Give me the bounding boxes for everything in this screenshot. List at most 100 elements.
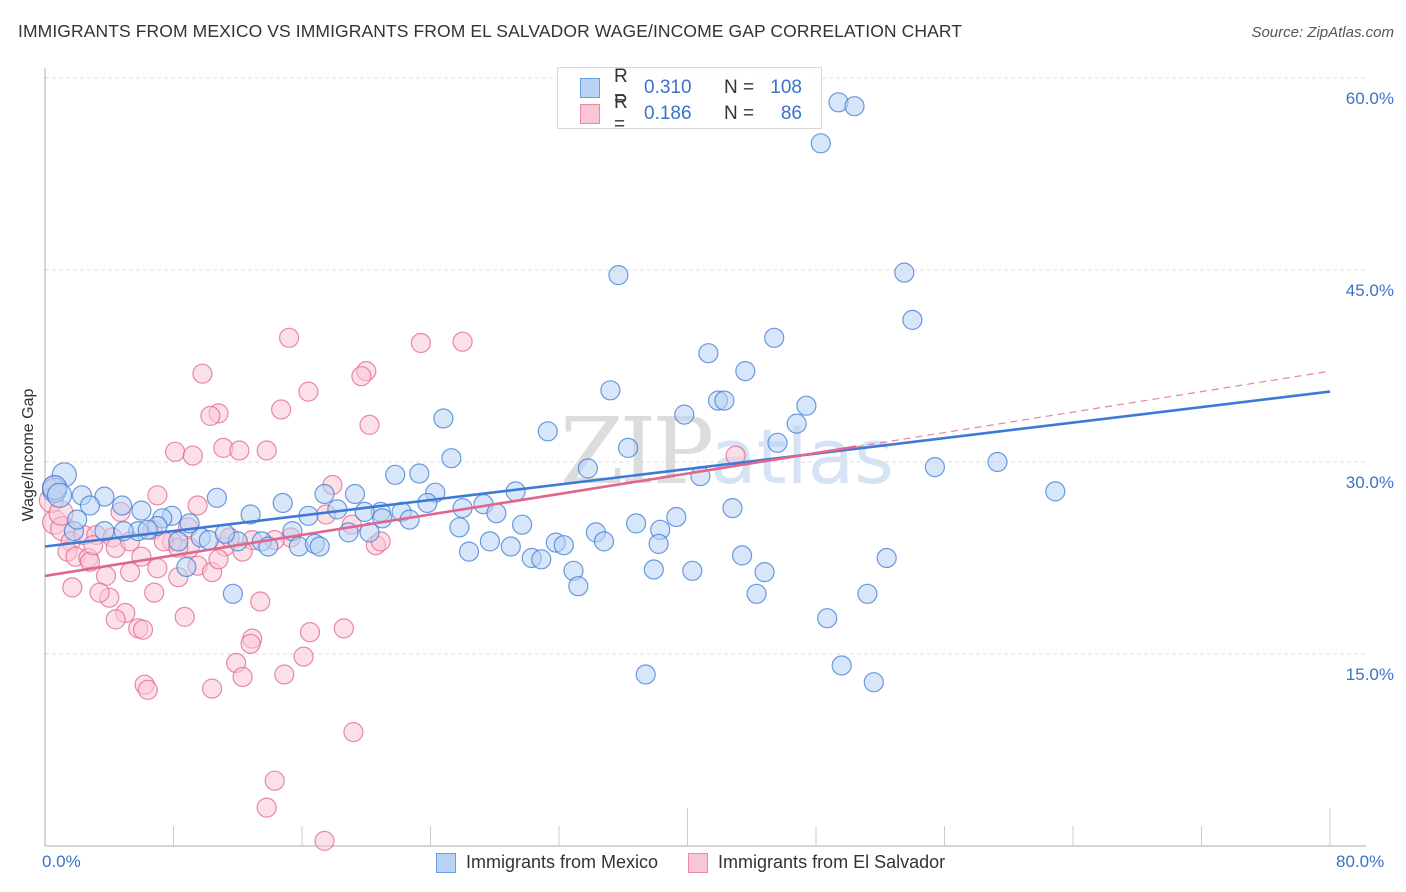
mexico-point	[608, 265, 629, 286]
mexico-trend-line	[44, 390, 1331, 548]
el-salvador-point	[452, 331, 473, 352]
el-salvador-point	[250, 591, 271, 612]
legend-swatch-el-salvador	[580, 104, 600, 124]
mexico-point	[486, 503, 507, 524]
mexico-point	[417, 492, 438, 514]
mexico-point	[568, 576, 589, 597]
x-tick-label-max: 80.0%	[1336, 852, 1385, 871]
mexico-point	[625, 513, 647, 534]
el-salvador-point	[208, 549, 229, 570]
mexico-point	[754, 561, 775, 583]
el-salvador-point	[62, 577, 83, 598]
legend-swatch-mexico	[580, 78, 600, 98]
el-salvador-point	[147, 558, 168, 579]
legend-row-mexico: R = 0.310 N = 108	[580, 66, 802, 109]
mexico-point	[674, 404, 695, 425]
legend-swatch-mexico	[436, 852, 456, 873]
mexico-point	[746, 583, 767, 604]
mexico-point	[831, 655, 852, 676]
el-salvador-point	[256, 797, 277, 818]
series-mexico-points	[41, 92, 1066, 693]
mexico-point	[240, 504, 261, 525]
gridlines	[45, 77, 1366, 655]
el-salvador-point	[314, 830, 335, 852]
mexico-point	[385, 464, 406, 485]
el-salvador-point	[202, 678, 223, 699]
legend-item-el-salvador[interactable]: Immigrants from El Salvador	[688, 852, 945, 873]
mexico-point	[648, 533, 669, 555]
el-salvador-point	[147, 485, 168, 506]
r-value: 0.310	[644, 77, 692, 98]
el-salvador-point	[279, 327, 300, 348]
el-salvador-point	[200, 405, 221, 426]
mexico-point	[409, 463, 430, 484]
el-salvador-point	[264, 770, 285, 791]
el-salvador-trend-line	[44, 445, 857, 578]
y-tick-label: 60.0%	[1346, 89, 1394, 108]
mexico-point	[79, 495, 101, 516]
mexico-point	[698, 343, 719, 364]
y-tick-label: 30.0%	[1346, 473, 1394, 492]
el-salvador-point	[229, 440, 250, 461]
mexico-point	[894, 262, 915, 283]
stats-legend: R = 0.310 N = 108 R = 0.186 N = 86	[557, 66, 822, 135]
el-salvador-point	[256, 440, 277, 461]
legend-item-mexico[interactable]: Immigrants from Mexico	[436, 852, 658, 873]
el-salvador-point	[165, 441, 186, 462]
n-value: 86	[780, 103, 802, 124]
mexico-point	[902, 309, 923, 330]
mexico-point	[441, 448, 462, 469]
mexico-point	[272, 492, 293, 514]
mexico-point	[666, 506, 687, 528]
mexico-point	[433, 408, 454, 429]
n-label: N =	[724, 103, 755, 124]
mexico-point	[314, 483, 335, 505]
legend-label-mexico: Immigrants from Mexico	[466, 852, 659, 872]
el-salvador-point	[192, 363, 213, 384]
series-el-salvador-points	[38, 327, 746, 852]
el-salvador-point	[144, 582, 165, 603]
mexico-point	[537, 421, 558, 442]
legend-row-el-salvador: R = 0.186 N = 86	[580, 92, 802, 135]
mexico-point	[176, 556, 197, 578]
el-salvador-point	[105, 609, 126, 630]
mexico-point	[810, 133, 831, 154]
mexico-point	[817, 608, 838, 629]
chart-title: IMMIGRANTS FROM MEXICO VS IMMIGRANTS FRO…	[18, 21, 963, 41]
el-salvador-point	[299, 622, 321, 643]
source-label: Source: ZipAtlas.com	[1251, 24, 1394, 41]
r-label: R =	[614, 66, 628, 109]
mexico-point	[500, 536, 521, 557]
el-salvador-point	[343, 721, 364, 743]
legend-swatch-el-salvador	[688, 852, 709, 873]
mexico-point	[786, 413, 807, 434]
mexico-point	[714, 390, 735, 411]
mexico-point	[731, 545, 753, 566]
mexico-point	[372, 508, 393, 529]
mexico-point	[1045, 481, 1066, 502]
mexico-point	[617, 437, 639, 458]
mexico-point	[796, 395, 817, 416]
mexico-point	[722, 498, 743, 519]
mexico-point	[46, 482, 73, 508]
el-salvador-point	[132, 619, 154, 640]
mexico-point	[987, 451, 1008, 473]
mexico-point	[168, 531, 189, 552]
n-label: N =	[724, 77, 755, 98]
mexico-point	[458, 541, 480, 562]
mexico-point	[66, 509, 88, 530]
mexico-point	[857, 583, 878, 604]
r-value: 0.186	[644, 103, 692, 124]
r-label: R =	[614, 92, 628, 135]
el-salvador-point	[131, 546, 152, 567]
el-salvador-point	[351, 366, 372, 387]
mexico-point	[767, 432, 788, 453]
mexico-point	[643, 559, 664, 580]
mexico-point	[863, 672, 884, 693]
trend-lines	[44, 370, 1331, 578]
el-salvador-point	[240, 633, 261, 654]
el-salvador-point	[298, 381, 319, 402]
el-salvador-point	[333, 618, 354, 639]
mexico-point	[111, 495, 133, 516]
